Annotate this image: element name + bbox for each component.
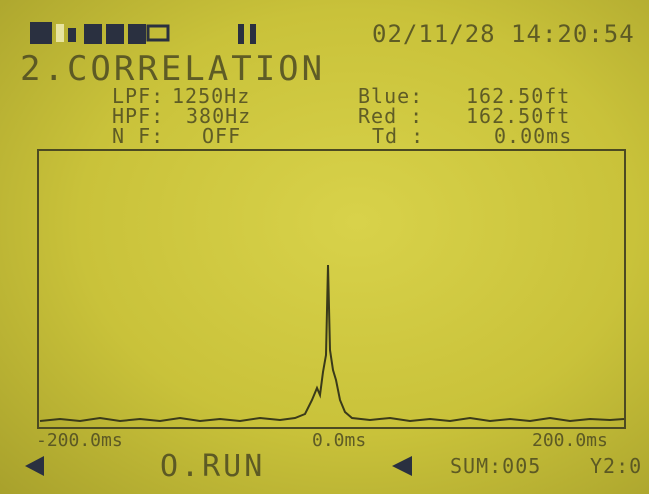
device-screen: 02/11/28 14:20:54 2.CORRELATION LPF: 125…	[0, 0, 649, 494]
measure-value: 0.00ms	[494, 126, 572, 146]
axis-label-right: 200.0ms	[532, 432, 608, 450]
status-icons	[30, 22, 256, 44]
axis-label-left: -200.0ms	[36, 432, 123, 450]
mode-title: 2.CORRELATION	[20, 52, 325, 86]
param-value: 1250Hz	[172, 86, 250, 106]
datetime: 02/11/28 14:20:54	[372, 22, 635, 46]
param-value: OFF	[202, 126, 241, 146]
param-label: LPF:	[112, 86, 164, 106]
measure-value: 162.50ft	[466, 86, 570, 106]
left-arrow	[25, 456, 44, 476]
measure-value: 162.50ft	[466, 106, 570, 126]
plot-frame	[38, 150, 625, 428]
measure-label: Td :	[372, 126, 424, 146]
zoom-level: Y2:0	[590, 456, 642, 476]
correlation-trace	[40, 265, 624, 421]
param-label: HPF:	[112, 106, 164, 126]
param-label: N F:	[112, 126, 164, 146]
sum-count: SUM:005	[450, 456, 541, 476]
measure-label: Blue:	[358, 86, 423, 106]
measure-label: Red :	[358, 106, 423, 126]
param-value: 380Hz	[186, 106, 251, 126]
axis-label-center: 0.0ms	[312, 432, 366, 450]
run-status: O.RUN	[160, 452, 265, 482]
right-arrow	[392, 456, 412, 476]
